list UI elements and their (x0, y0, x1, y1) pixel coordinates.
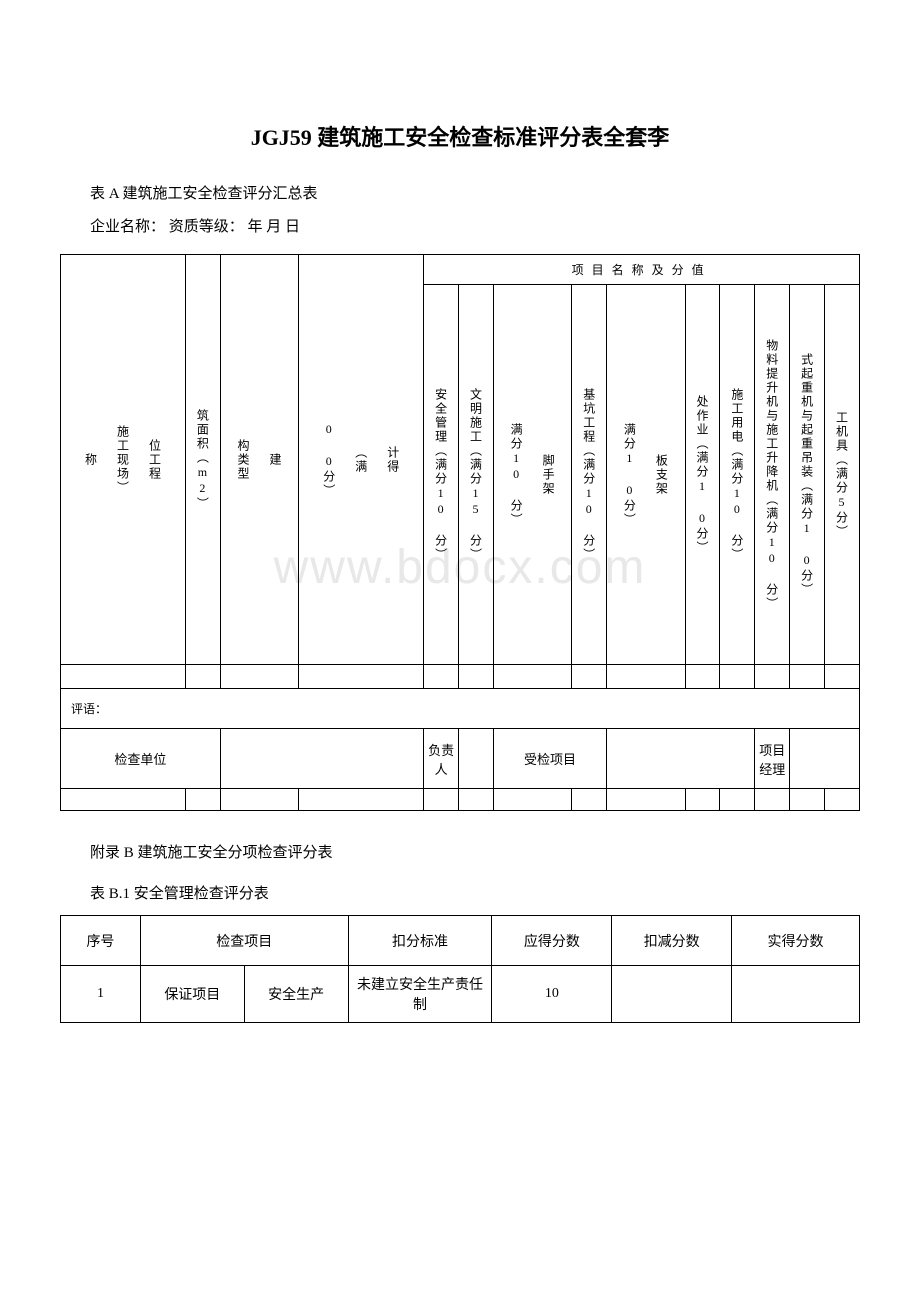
item-cell-1: 保证项目 (140, 966, 244, 1023)
col-safety-mgmt: 安全管理（满分10 分） (424, 285, 459, 665)
header-seq: 序号 (61, 916, 141, 966)
appendix-b-title: 附录 B 建筑施工安全分项检查评分表 (60, 841, 860, 862)
scoring-table: 序号 检查项目 扣分标准 应得分数 扣减分数 实得分数 1 保证项目 安全生产 … (60, 915, 860, 1023)
empty-cell (720, 789, 755, 811)
col-foundation: 基坑工程（满分10 分） (572, 285, 607, 665)
empty-cell (220, 729, 423, 789)
comment-cell: 评语： (61, 689, 860, 729)
col-area: 筑面积（m2） (185, 255, 220, 665)
col-tools: 工机具（满分5分） (825, 285, 860, 665)
inspected-project-label: 受检项目 (493, 729, 606, 789)
table-header-row: 序号 检查项目 扣分标准 应得分数 扣减分数 实得分数 (61, 916, 860, 966)
table-row: 1 保证项目 安全生产 未建立安全生产责任制 10 (61, 966, 860, 1023)
empty-cell (607, 789, 685, 811)
empty-cell (607, 665, 685, 689)
col-electricity: 施工用电（满分10 分） (720, 285, 755, 665)
empty-cell (493, 665, 571, 689)
footer-row: 检查单位 负责人 受检项目 项目经理 (61, 729, 860, 789)
seq-cell: 1 (61, 966, 141, 1023)
empty-cell (459, 665, 494, 689)
empty-cell (299, 789, 424, 811)
comment-row: 评语： (61, 689, 860, 729)
summary-table: 位工程 施工现场） 称 筑面积（m2） 建 构类型 计得 （满 0 0分） 项目… (60, 254, 860, 811)
empty-cell (572, 665, 607, 689)
actual-score-cell (732, 966, 860, 1023)
table-b-title: 表 B.1 安全管理检查评分表 (60, 882, 860, 903)
header-deduct-score: 扣减分数 (612, 916, 732, 966)
header-actual-score: 实得分数 (732, 916, 860, 966)
empty-cell (459, 729, 494, 789)
empty-cell (61, 789, 186, 811)
header-item: 检查项目 (140, 916, 348, 966)
col-hoist: 物料提升机与施工升降机（满分10 分） (755, 285, 790, 665)
pm-label: 项目经理 (755, 729, 790, 789)
col-civilized: 文明施工（满分15 分） (459, 285, 494, 665)
empty-cell (790, 729, 860, 789)
empty-cell (825, 789, 860, 811)
empty-cell (607, 729, 755, 789)
inspect-unit-label: 检查单位 (61, 729, 221, 789)
col-high-work: 处作业（满分1 0分） (685, 285, 720, 665)
col-formwork: 板支架 满分1 0分） (607, 285, 685, 665)
empty-cell (825, 665, 860, 689)
empty-cell (185, 665, 220, 689)
empty-cell (685, 665, 720, 689)
deduct-score-cell (612, 966, 732, 1023)
empty-cell (790, 789, 825, 811)
table-row (61, 789, 860, 811)
table-row (61, 665, 860, 689)
empty-cell (572, 789, 607, 811)
empty-cell (424, 789, 459, 811)
header-should-score: 应得分数 (492, 916, 612, 966)
responsible-label: 负责人 (424, 729, 459, 789)
empty-cell (424, 665, 459, 689)
page-title: JGJ59 建筑施工安全检查标准评分表全套李 (60, 120, 860, 152)
standard-cell: 未建立安全生产责任制 (348, 966, 492, 1023)
should-score-cell: 10 (492, 966, 612, 1023)
col-total-score: 计得 （满 0 0分） (299, 255, 424, 665)
empty-cell (220, 665, 298, 689)
document-content: JGJ59 建筑施工安全检查标准评分表全套李 表 A 建筑施工安全检查评分汇总表… (60, 120, 860, 1023)
empty-cell (720, 665, 755, 689)
empty-cell (790, 665, 825, 689)
empty-cell (493, 789, 571, 811)
table-a-caption: 表 A 建筑施工安全检查评分汇总表 (60, 182, 860, 203)
empty-cell (185, 789, 220, 811)
empty-cell (299, 665, 424, 689)
col-structure-type: 建 构类型 (220, 255, 298, 665)
header-deduct-standard: 扣分标准 (348, 916, 492, 966)
empty-cell (61, 665, 186, 689)
table-row: 位工程 施工现场） 称 筑面积（m2） 建 构类型 计得 （满 0 0分） 项目… (61, 255, 860, 285)
empty-cell (220, 789, 298, 811)
col-scaffold: 脚手架 满分10 分） (493, 285, 571, 665)
col-crane: 式起重机与起重吊装（满分1 0分） (790, 285, 825, 665)
empty-cell (459, 789, 494, 811)
col-project-name: 位工程 施工现场） 称 (61, 255, 186, 665)
table-a-meta: 企业名称： 资质等级： 年 月 日 (60, 215, 860, 236)
item-cell-2: 安全生产 (244, 966, 348, 1023)
empty-cell (755, 665, 790, 689)
spanning-header: 项目名称及分值 (424, 255, 860, 285)
empty-cell (755, 789, 790, 811)
empty-cell (685, 789, 720, 811)
